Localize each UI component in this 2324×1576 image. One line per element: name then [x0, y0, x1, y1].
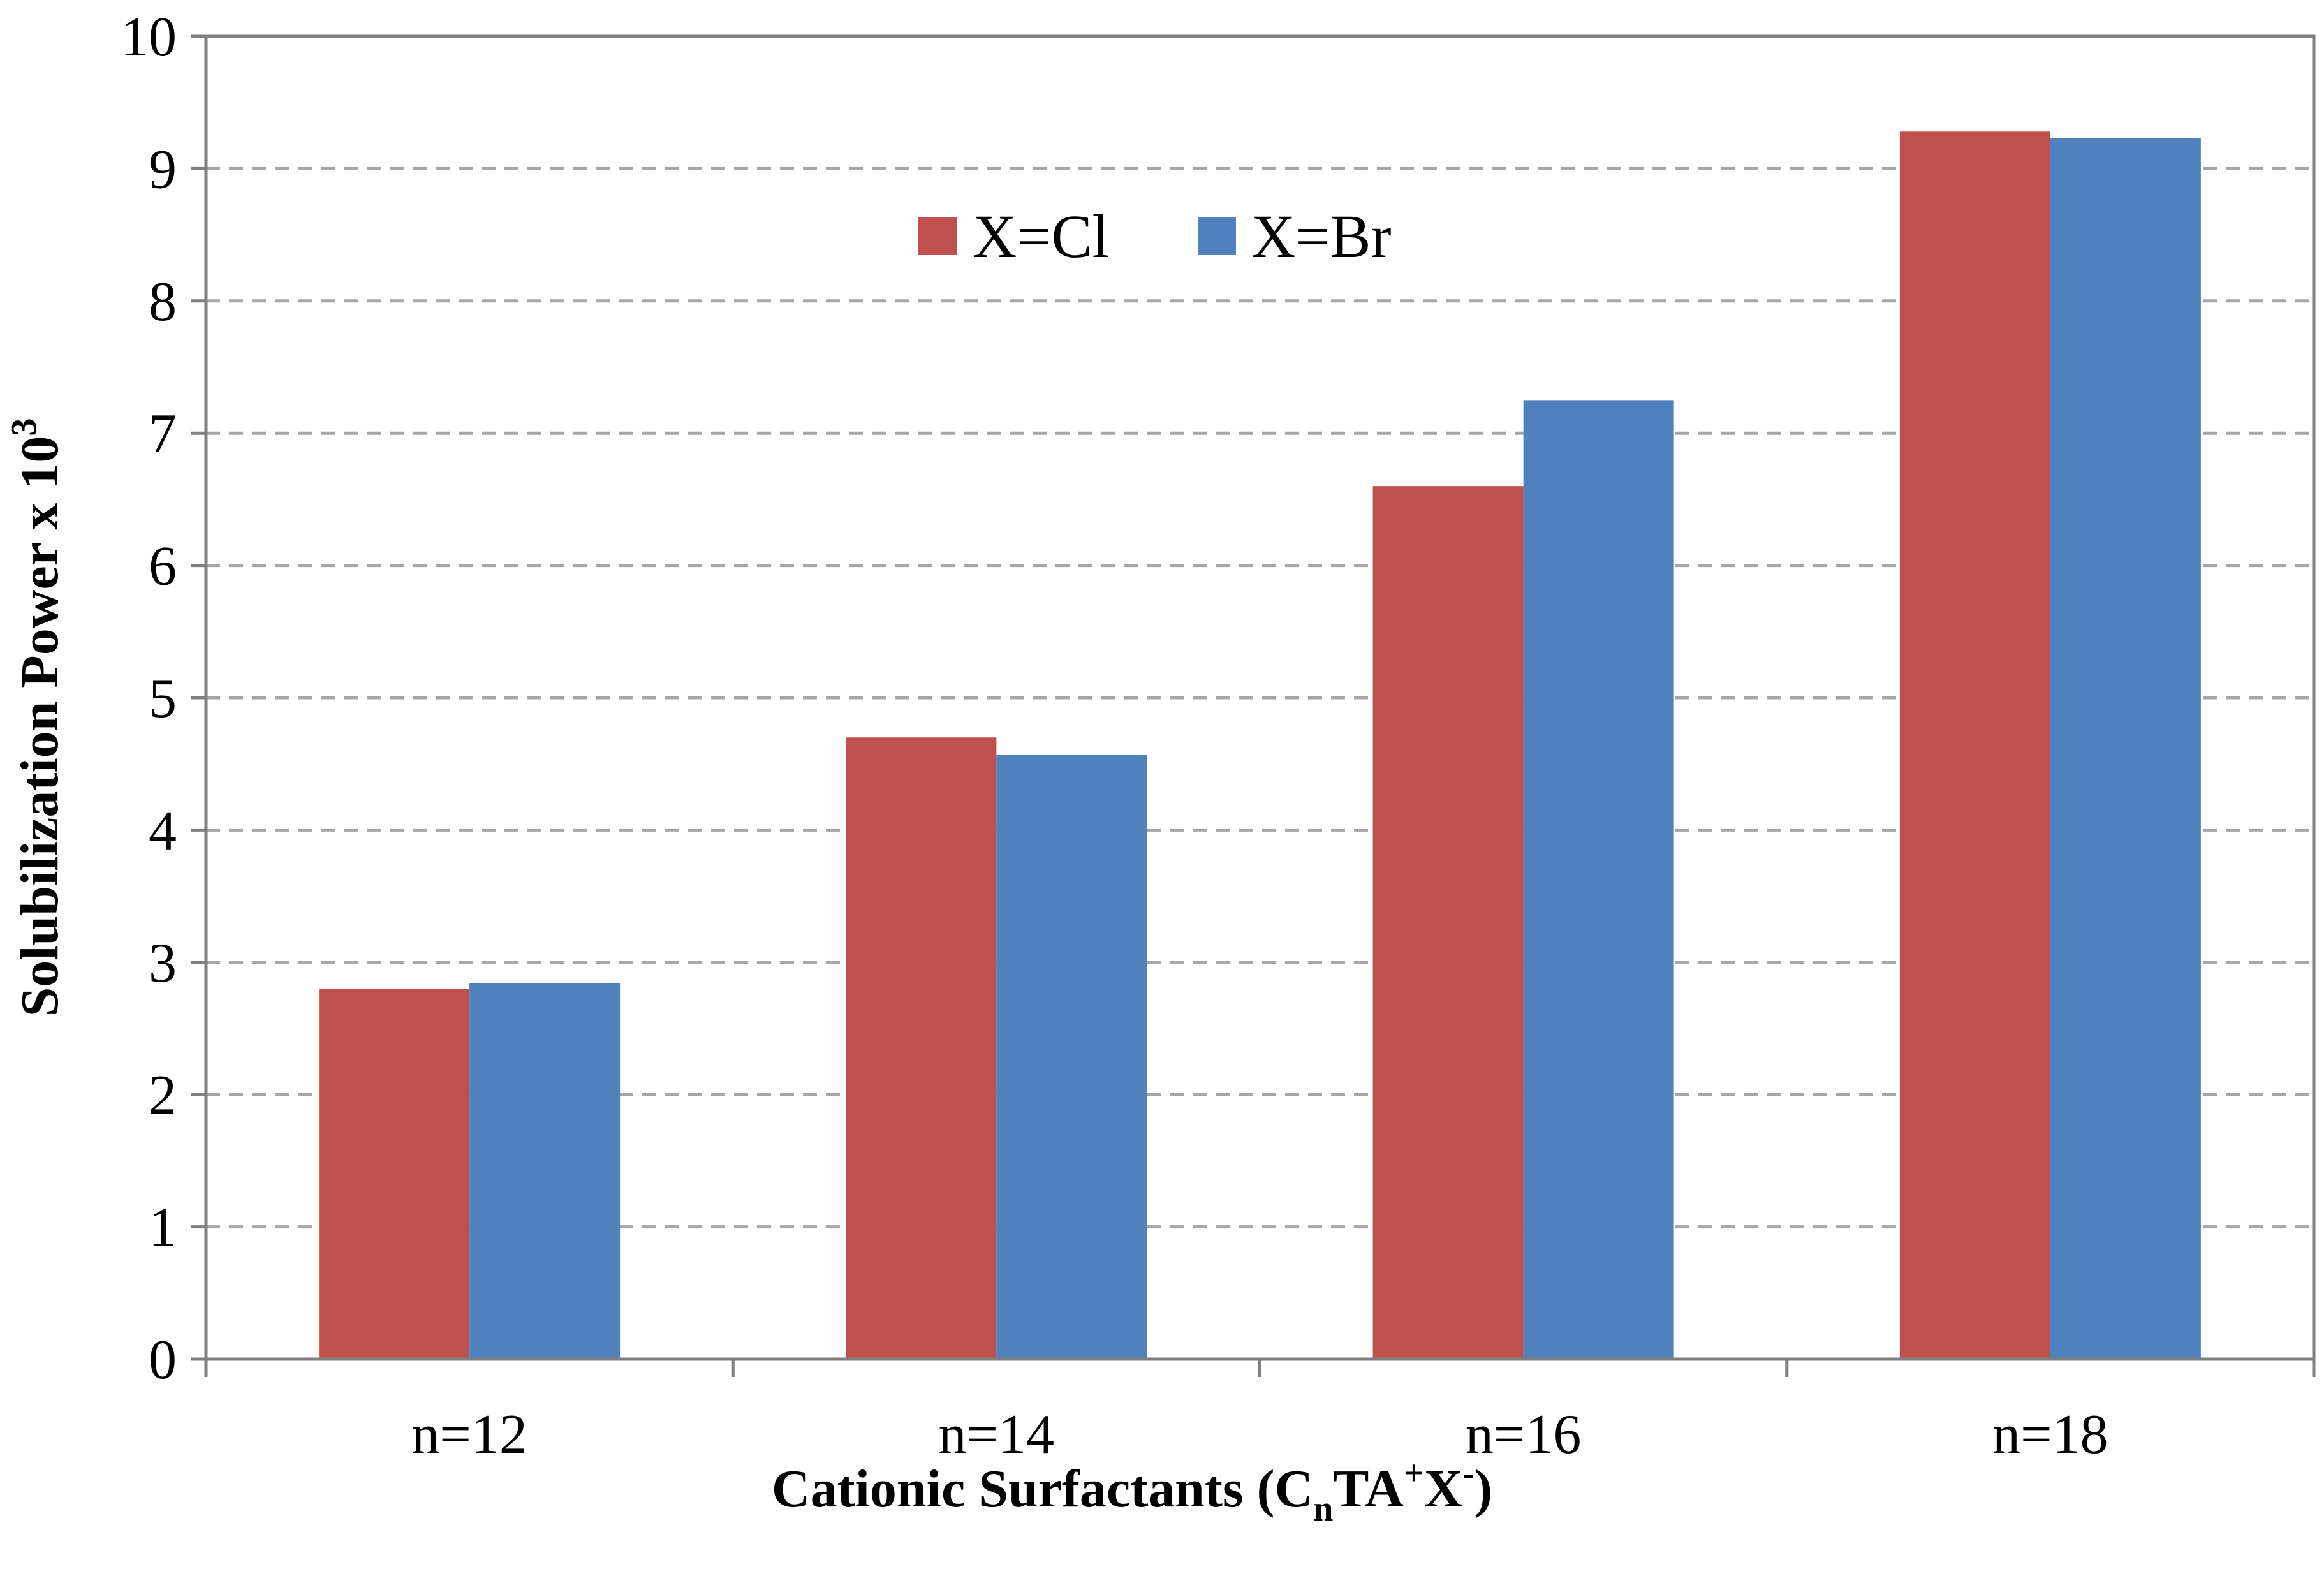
bar-x-cl-n12 [319, 989, 470, 1359]
y-tick-label: 10 [121, 6, 177, 68]
y-axis-title: Solubilization Power x 103 [4, 418, 70, 1017]
legend: X=Cl X=Br [918, 202, 1392, 270]
y-tick-label: 0 [149, 1329, 177, 1391]
legend-swatch-br [1198, 217, 1236, 255]
legend-label-cl: X=Cl [973, 202, 1109, 270]
y-tick-label: 1 [149, 1197, 177, 1259]
y-tick-label: 2 [149, 1064, 177, 1126]
bar-x-cl-n14 [846, 737, 997, 1359]
x-tick-label: n=16 [1466, 1404, 1582, 1466]
plot-frame [204, 34, 2316, 1361]
y-tick-label: 4 [149, 800, 177, 862]
y-tick-label: 9 [149, 138, 177, 200]
x-axis-title: Cationic Surfactants (CnTA+X-) [772, 1454, 1492, 1529]
bar-x-br-n18 [2050, 138, 2201, 1359]
y-tick-label: 5 [149, 668, 177, 730]
y-tick-label: 3 [149, 932, 177, 994]
bar-x-br-n16 [1523, 400, 1674, 1359]
legend-label-br: X=Br [1251, 202, 1392, 270]
x-tick-label: n=12 [411, 1404, 527, 1466]
bar-x-cl-n18 [1899, 131, 2050, 1359]
y-tick-labels: 0 1 2 3 4 5 6 7 8 9 10 [121, 6, 177, 1391]
axes [191, 34, 2316, 1377]
bars [319, 131, 2201, 1360]
bar-x-br-n14 [996, 755, 1147, 1359]
y-tick-label: 6 [149, 536, 177, 598]
bar-x-br-n12 [469, 983, 621, 1359]
x-tick-label: n=14 [939, 1404, 1055, 1466]
x-tick-label: n=18 [1992, 1404, 2108, 1466]
y-tick-label: 8 [149, 271, 177, 333]
legend-swatch-cl [918, 217, 957, 255]
bar-x-cl-n16 [1372, 486, 1524, 1360]
y-tick-label: 7 [149, 403, 177, 465]
x-tick-labels: n=12 n=14 n=16 n=18 [411, 1404, 2108, 1466]
